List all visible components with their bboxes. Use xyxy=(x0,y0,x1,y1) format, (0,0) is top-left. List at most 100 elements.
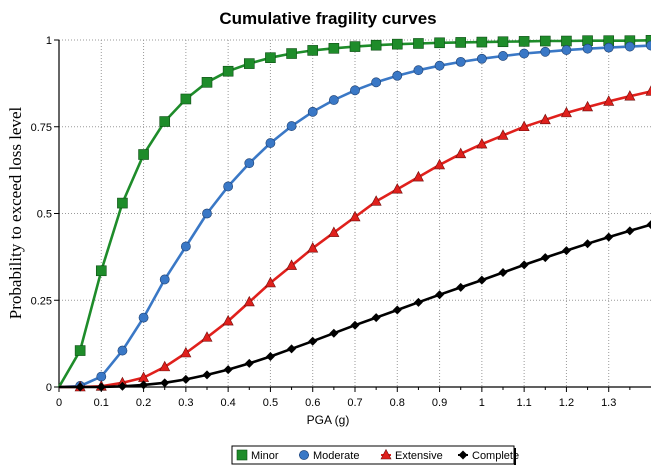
data-point-moderate xyxy=(117,345,128,356)
data-point-complete xyxy=(96,382,106,392)
data-point-complete xyxy=(202,370,212,380)
data-point-complete xyxy=(561,246,571,256)
y-tick-label: 0.5 xyxy=(37,209,52,221)
y-axis-label: Probability to exceed loss level xyxy=(6,106,25,319)
data-point-minor xyxy=(561,35,572,47)
data-point-complete xyxy=(308,336,318,346)
data-point-moderate xyxy=(96,371,107,382)
data-point-complete xyxy=(519,260,529,270)
data-point-minor xyxy=(434,37,445,49)
data-point-complete xyxy=(160,378,170,388)
data-point-complete xyxy=(583,239,593,249)
data-point-moderate xyxy=(476,53,487,64)
series-moderate xyxy=(58,40,651,391)
y-tick-label: 1 xyxy=(46,35,52,47)
data-point-minor xyxy=(391,38,403,50)
data-point-complete xyxy=(413,297,423,307)
legend-label-moderate: Moderate xyxy=(313,450,359,462)
data-point-moderate xyxy=(455,56,466,67)
data-point-complete xyxy=(117,381,127,391)
data-point-moderate xyxy=(328,95,339,105)
data-point-moderate xyxy=(519,48,530,59)
chart-title: Cumulative fragility curves xyxy=(219,9,436,28)
legend-label-minor: Minor xyxy=(251,450,279,462)
data-point-complete xyxy=(244,358,254,368)
legend-marker-minor xyxy=(236,449,248,461)
data-point-complete xyxy=(498,267,508,277)
data-point-extensive xyxy=(455,147,467,159)
x-tick-label: 0.4 xyxy=(220,397,235,409)
data-point-complete xyxy=(350,320,360,330)
data-point-minor xyxy=(201,77,213,88)
data-point-moderate xyxy=(498,51,508,61)
data-point-minor xyxy=(222,65,234,77)
legend-marker-extensive xyxy=(380,448,392,460)
data-point-complete xyxy=(646,220,651,230)
data-point-minor xyxy=(497,36,509,48)
x-tick-label: 0.8 xyxy=(390,397,405,409)
x-tick-label: 0.7 xyxy=(347,397,362,409)
data-point-moderate xyxy=(307,106,318,117)
data-point-minor xyxy=(413,38,424,49)
data-point-moderate xyxy=(540,46,551,57)
data-point-minor xyxy=(95,265,107,277)
data-point-minor xyxy=(74,345,86,356)
data-point-minor xyxy=(117,197,128,209)
legend: Minor Moderate Extensive Complete xyxy=(231,445,519,465)
data-point-moderate xyxy=(603,42,614,53)
plot-area: 0 0.1 0.2 0.3 0.4 0.5 0.6 0.7 0.8 0.9 1 1.1 1.2 1.3 0 0… xyxy=(31,35,651,409)
data-point-minor xyxy=(286,48,297,59)
data-point-extensive xyxy=(624,90,636,101)
data-point-moderate xyxy=(434,60,445,71)
data-point-extensive xyxy=(603,95,615,106)
data-point-minor xyxy=(138,149,149,160)
x-tick-label: 0.9 xyxy=(432,397,447,409)
data-point-complete xyxy=(75,382,85,392)
series-minor xyxy=(57,35,651,388)
data-point-complete xyxy=(181,374,191,384)
x-tick-label: 0.2 xyxy=(136,397,151,409)
x-tick-label: 0.5 xyxy=(263,397,278,409)
x-tick-label: 0.1 xyxy=(94,397,109,409)
data-point-complete xyxy=(604,232,614,242)
data-point-extensive xyxy=(434,158,446,170)
series-complete xyxy=(59,220,651,392)
data-point-extensive xyxy=(582,100,594,112)
data-point-moderate xyxy=(413,65,424,76)
data-point-minor xyxy=(476,36,488,48)
data-point-moderate xyxy=(202,208,212,219)
data-point-moderate xyxy=(561,45,572,55)
legend-label-extensive: Extensive xyxy=(395,450,443,462)
data-point-moderate xyxy=(371,77,382,88)
data-point-minor xyxy=(307,45,319,56)
data-point-minor xyxy=(265,52,276,63)
data-point-minor xyxy=(328,43,340,54)
data-point-extensive xyxy=(518,120,530,132)
data-point-extensive xyxy=(412,170,424,182)
data-point-complete xyxy=(139,380,149,390)
data-point-extensive xyxy=(201,331,213,342)
data-point-moderate xyxy=(159,274,170,285)
data-point-moderate xyxy=(223,181,234,192)
data-point-moderate xyxy=(392,70,403,81)
data-point-extensive xyxy=(349,210,361,222)
data-point-moderate xyxy=(624,41,635,52)
y-tick-label: 0 xyxy=(46,382,52,394)
x-tick-label: 1.1 xyxy=(516,397,531,409)
x-tick-label: 1.3 xyxy=(601,397,616,409)
data-point-complete xyxy=(329,328,339,338)
x-tick-label: 0 xyxy=(56,397,62,409)
data-point-minor xyxy=(518,36,530,47)
data-point-moderate xyxy=(244,158,255,169)
data-point-minor xyxy=(243,58,255,69)
data-point-complete xyxy=(540,253,550,263)
data-point-extensive xyxy=(264,276,276,288)
data-point-moderate xyxy=(350,85,360,96)
data-point-extensive xyxy=(222,314,234,326)
legend-marker-complete xyxy=(458,450,468,460)
data-point-moderate xyxy=(646,40,651,51)
x-tick-label: 1 xyxy=(479,397,485,409)
x-tick-label: 0.3 xyxy=(178,397,193,409)
data-point-extensive xyxy=(645,85,651,96)
